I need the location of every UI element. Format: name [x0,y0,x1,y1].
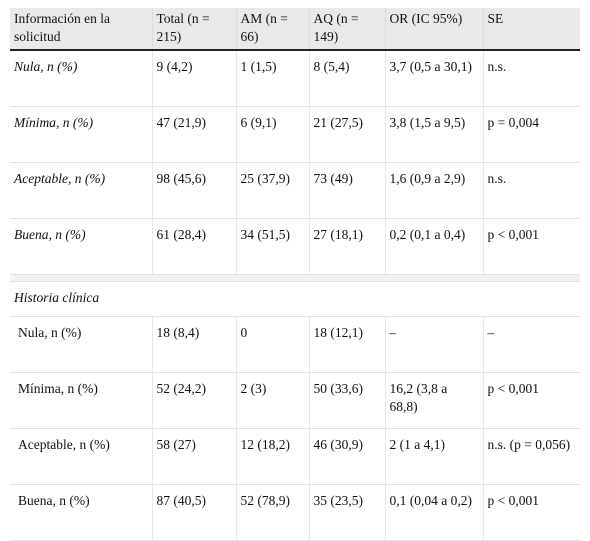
table-row: Mínima, n (%) 47 (21,9) 6 (9,1) 21 (27,5) 3,… [10,106,580,163]
cell: 98 (45,6) [151,162,236,219]
table-row: Buena, n (%) 87 (40,5) 52 (78,9) 35 (23,5) 0… [10,484,580,541]
row-label: Nula, n (%) [10,316,152,373]
cell: 2 (3) [235,372,309,429]
spacer [10,274,580,282]
cell: 6 (9,1) [235,106,309,163]
cell: 25 (37,9) [235,162,309,219]
cell: 1,6 (0,9 a 2,9) [384,162,483,219]
cell: 35 (23,5) [308,484,385,541]
cell: 0 [235,316,309,373]
row-label: Buena, n (%) [10,484,152,541]
cell: 34 (51,5) [235,218,309,275]
cell: 0,1 (0,04 a 0,2) [384,484,483,541]
cell: 12 (18,2) [235,428,309,485]
header-cell: Total (n = 215) [151,8,236,51]
header-cell: AM (n = 66) [235,8,309,51]
cell: 3,8 (1,5 a 9,5) [384,106,483,163]
table-row: Aceptable, n (%) 98 (45,6) 25 (37,9) 73 (49… [10,162,580,219]
table-body: Nula, n (%) 9 (4,2) 1 (1,5) 8 (5,4) 3,7 (0,5… [10,50,580,541]
table-row: Nula, n (%) 18 (8,4) 0 18 (12,1) – – [10,316,580,373]
cell: – [482,316,580,373]
table-row: Buena, n (%) 61 (28,4) 34 (51,5) 27 (18,1) 0… [10,218,580,275]
cell: 61 (28,4) [151,218,236,275]
cell: 46 (30,9) [308,428,385,485]
cell: 73 (49) [308,162,385,219]
cell: 1 (1,5) [235,50,309,107]
header-cell: AQ (n = 149) [308,8,385,51]
cell: 52 (78,9) [235,484,309,541]
cell: 0,2 (0,1 a 0,4) [384,218,483,275]
cell: – [384,316,483,373]
cell: n.s. (p = 0,056) [482,428,580,485]
header-cell: Información en la solicitud [10,8,152,51]
cell: 18 (8,4) [151,316,236,373]
table-row: Aceptable, n (%) 58 (27) 12 (18,2) 46 (30,9… [10,428,580,485]
cell: 9 (4,2) [151,50,236,107]
cell: 27 (18,1) [308,218,385,275]
row-label: Buena, n (%) [10,218,152,275]
row-label: Mínima, n (%) [10,372,152,429]
row-label: Aceptable, n (%) [10,162,152,219]
cell: n.s. [482,50,580,107]
section-title: Historia clínica [10,281,580,317]
cell: p < 0,001 [482,218,580,275]
cell: 50 (33,6) [308,372,385,429]
cell: 2 (1 a 4,1) [384,428,483,485]
cell: 87 (40,5) [151,484,236,541]
row-label: Nula, n (%) [10,50,152,107]
header-cell: OR (IC 95%) [384,8,483,51]
cell: p < 0,001 [482,484,580,541]
cell: 58 (27) [151,428,236,485]
cell: 3,7 (0,5 a 30,1) [384,50,483,107]
cell: 16,2 (3,8 a 68,8) [384,372,483,429]
spacer-row [10,274,580,282]
cell: p = 0,004 [482,106,580,163]
header-row: Información en la solicitud Total (n = 21… [10,8,580,51]
header-cell: SE [482,8,580,51]
table-row: Nula, n (%) 9 (4,2) 1 (1,5) 8 (5,4) 3,7 (0,5… [10,50,580,107]
cell: 18 (12,1) [308,316,385,373]
row-label: Aceptable, n (%) [10,428,152,485]
data-table: Información en la solicitud Total (n = 21… [10,8,580,541]
cell: 47 (21,9) [151,106,236,163]
row-label: Mínima, n (%) [10,106,152,163]
cell: 21 (27,5) [308,106,385,163]
table-row: Mínima, n (%) 52 (24,2) 2 (3) 50 (33,6) 16,2… [10,372,580,429]
cell: 52 (24,2) [151,372,236,429]
cell: n.s. [482,162,580,219]
cell: 8 (5,4) [308,50,385,107]
page: Información en la solicitud Total (n = 21… [10,8,580,541]
cell: p < 0,001 [482,372,580,429]
section-row: Historia clínica [10,281,580,317]
